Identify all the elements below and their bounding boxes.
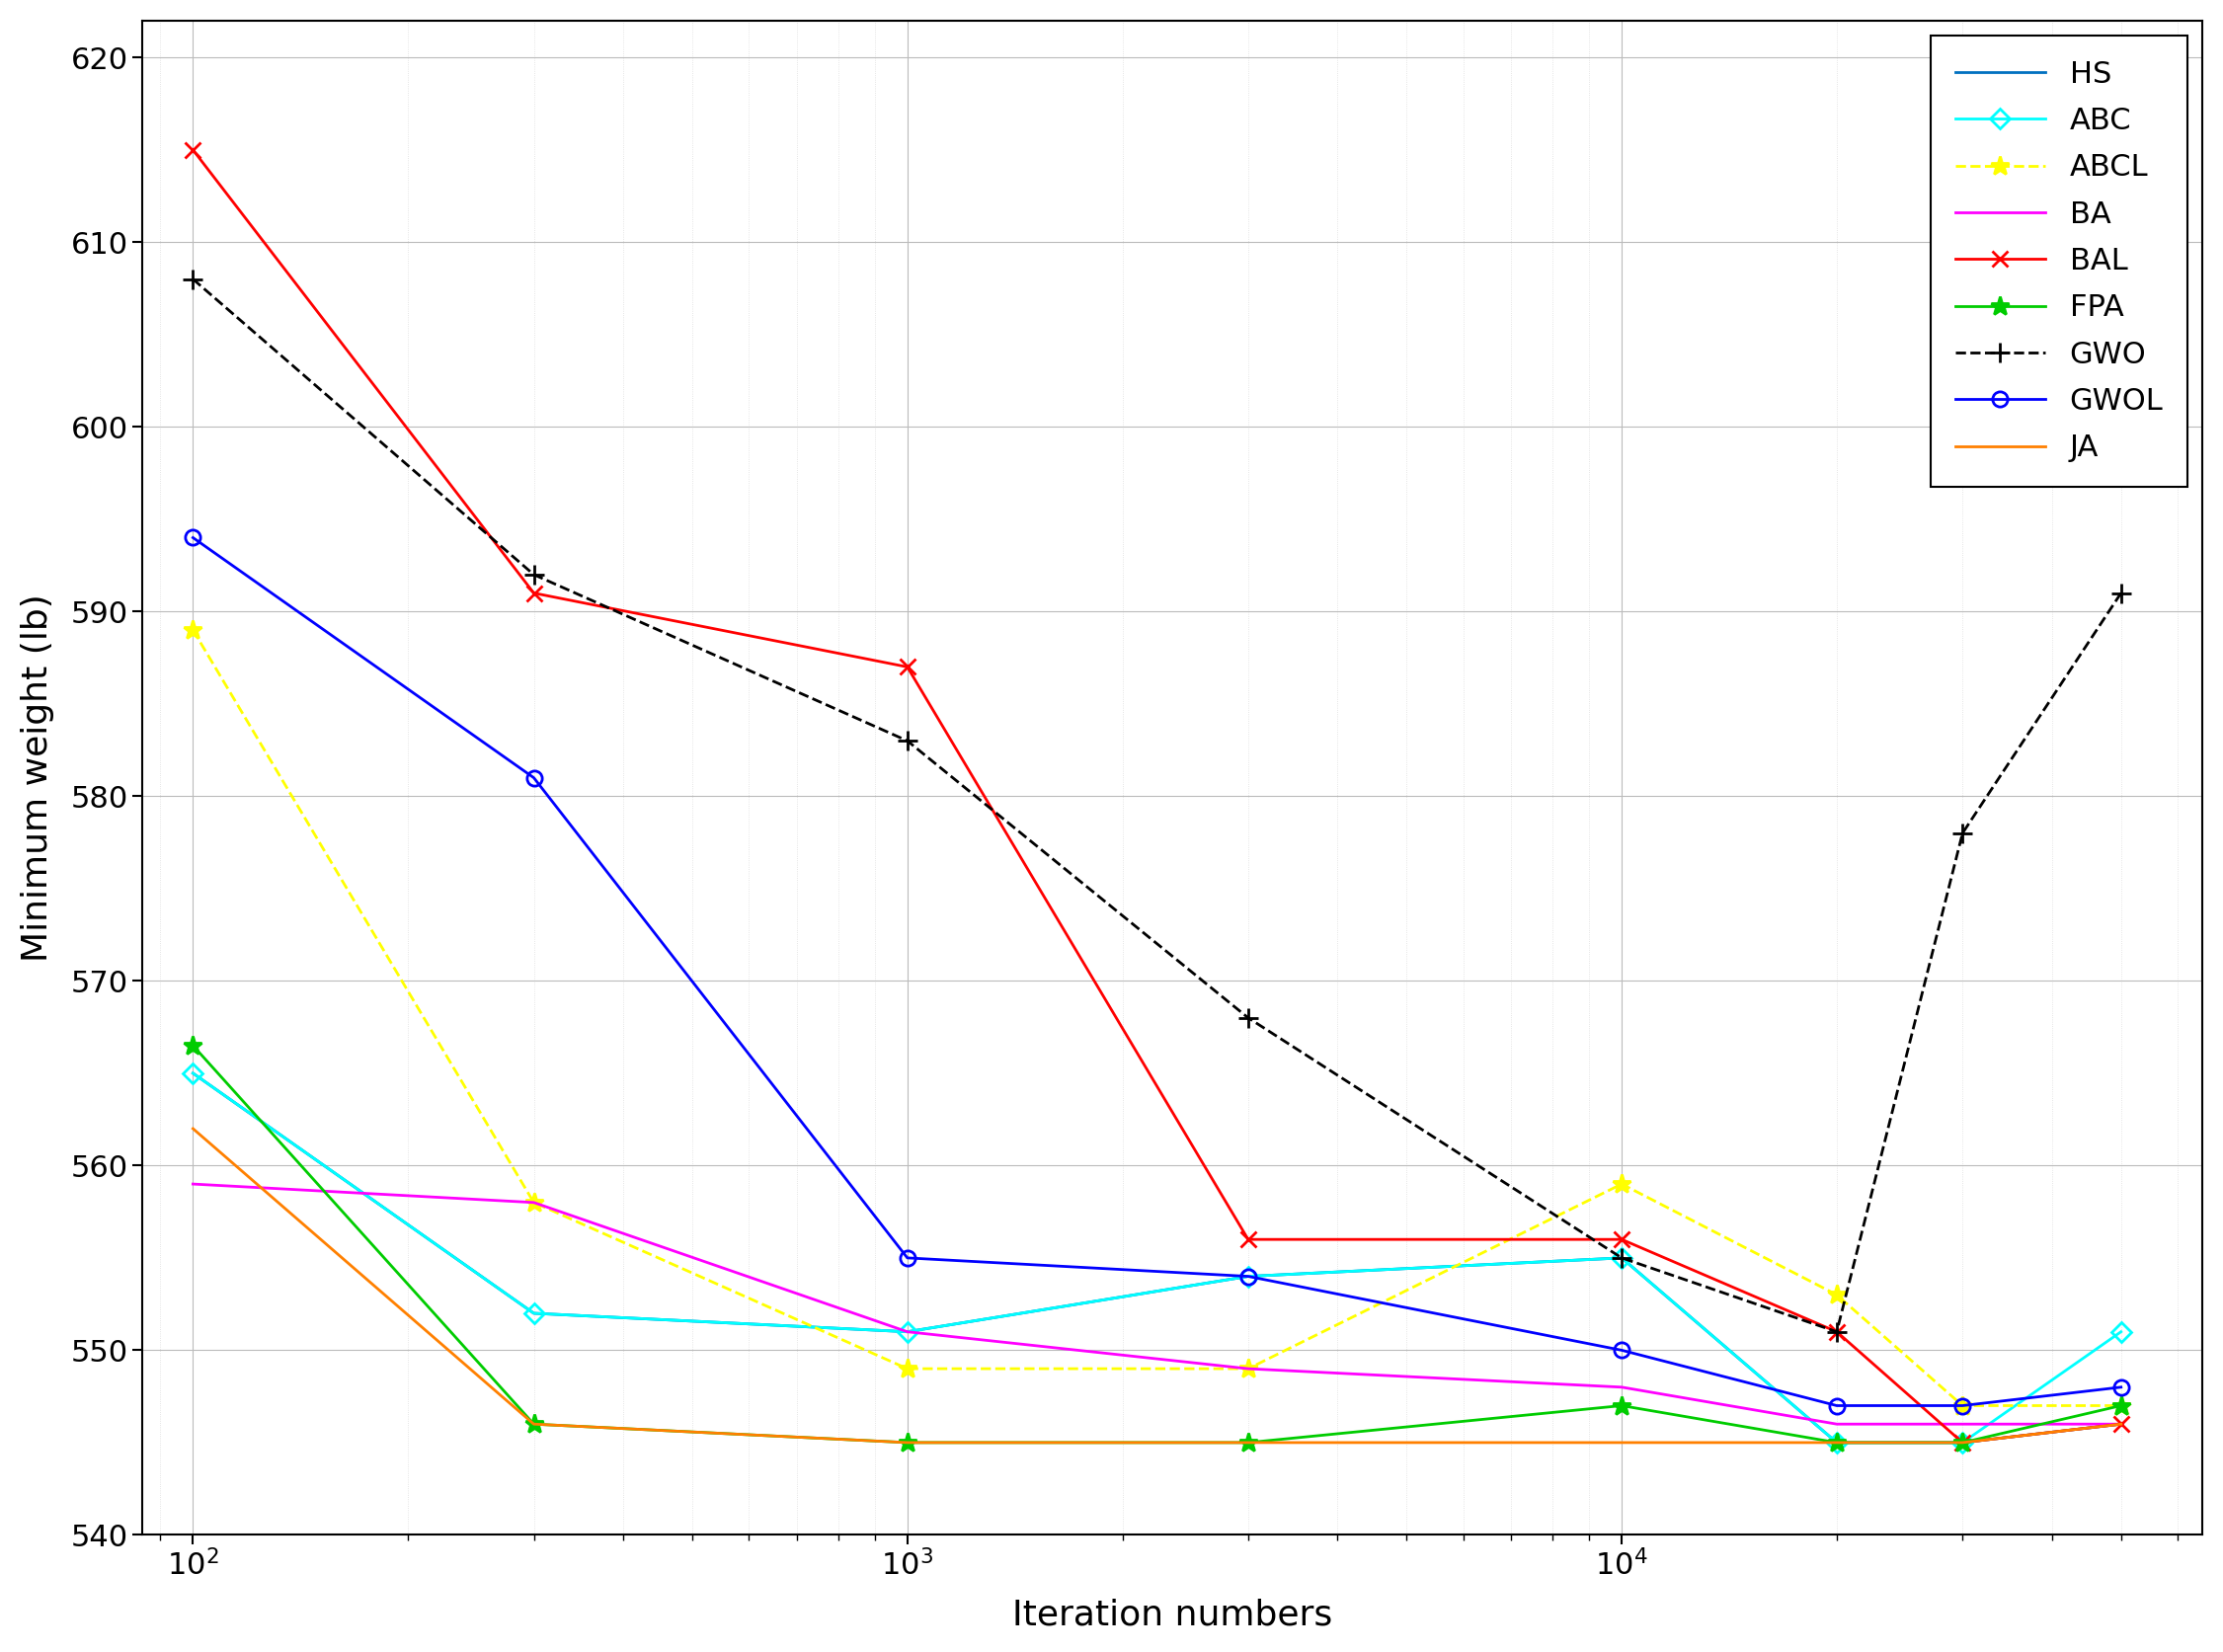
Line: HS: HS bbox=[193, 1074, 2121, 1442]
ABCL bbox=[894, 1360, 920, 1379]
GWOL bbox=[1609, 1340, 1636, 1360]
BA bbox=[1234, 1360, 1260, 1379]
BAL bbox=[1609, 1229, 1636, 1249]
BA bbox=[894, 1322, 920, 1341]
GWO bbox=[1950, 823, 1976, 843]
GWO bbox=[894, 730, 920, 750]
Line: GWO: GWO bbox=[182, 269, 2130, 1341]
FPA bbox=[1950, 1432, 1976, 1452]
GWOL bbox=[520, 768, 547, 788]
ABC bbox=[1234, 1267, 1260, 1287]
JA bbox=[2107, 1414, 2134, 1434]
FPA bbox=[180, 1036, 207, 1056]
HS bbox=[180, 1064, 207, 1084]
FPA bbox=[894, 1432, 920, 1452]
JA bbox=[894, 1432, 920, 1452]
BA bbox=[180, 1175, 207, 1194]
HS bbox=[1609, 1247, 1636, 1267]
GWO bbox=[180, 269, 207, 289]
HS bbox=[1234, 1267, 1260, 1287]
BAL bbox=[1823, 1322, 1850, 1341]
BA bbox=[2107, 1414, 2134, 1434]
ABC bbox=[180, 1064, 207, 1084]
HS bbox=[1823, 1432, 1850, 1452]
GWO bbox=[1609, 1247, 1636, 1267]
GWO bbox=[520, 565, 547, 585]
Legend: HS, ABC, ABCL, BA, BAL, FPA, GWO, GWOL, JA: HS, ABC, ABCL, BA, BAL, FPA, GWO, GWOL, … bbox=[1932, 36, 2187, 486]
GWOL bbox=[1950, 1396, 1976, 1416]
FPA bbox=[1823, 1432, 1850, 1452]
X-axis label: Iteration numbers: Iteration numbers bbox=[1011, 1597, 1332, 1632]
Line: BAL: BAL bbox=[185, 142, 2130, 1450]
ABCL bbox=[180, 620, 207, 639]
BAL bbox=[180, 140, 207, 160]
FPA bbox=[2107, 1396, 2134, 1416]
JA bbox=[1234, 1432, 1260, 1452]
JA bbox=[520, 1414, 547, 1434]
HS bbox=[2107, 1414, 2134, 1434]
Line: JA: JA bbox=[193, 1128, 2121, 1442]
GWO bbox=[1823, 1322, 1850, 1341]
Line: FPA: FPA bbox=[182, 1036, 2130, 1452]
ABC bbox=[1823, 1432, 1850, 1452]
BA bbox=[1823, 1414, 1850, 1434]
FPA bbox=[520, 1414, 547, 1434]
FPA bbox=[1609, 1396, 1636, 1416]
BA bbox=[520, 1193, 547, 1213]
JA bbox=[1950, 1432, 1976, 1452]
GWOL bbox=[1823, 1396, 1850, 1416]
BAL bbox=[1950, 1432, 1976, 1452]
Line: GWOL: GWOL bbox=[185, 530, 2130, 1412]
ABC bbox=[520, 1303, 547, 1323]
BA bbox=[1950, 1414, 1976, 1434]
GWO bbox=[1234, 1008, 1260, 1028]
ABC bbox=[1609, 1247, 1636, 1267]
ABCL bbox=[1823, 1285, 1850, 1305]
JA bbox=[1823, 1432, 1850, 1452]
BAL bbox=[1234, 1229, 1260, 1249]
GWOL bbox=[1234, 1267, 1260, 1287]
ABC bbox=[1950, 1432, 1976, 1452]
FPA bbox=[1234, 1432, 1260, 1452]
ABC bbox=[894, 1322, 920, 1341]
Line: BA: BA bbox=[193, 1184, 2121, 1424]
BA bbox=[1609, 1378, 1636, 1398]
ABCL bbox=[1950, 1396, 1976, 1416]
Y-axis label: Minimum weight (lb): Minimum weight (lb) bbox=[20, 593, 53, 961]
ABCL bbox=[520, 1193, 547, 1213]
JA bbox=[1609, 1432, 1636, 1452]
Line: ABCL: ABCL bbox=[182, 621, 2130, 1416]
ABCL bbox=[1609, 1175, 1636, 1194]
HS bbox=[520, 1303, 547, 1323]
GWOL bbox=[2107, 1378, 2134, 1398]
GWOL bbox=[894, 1247, 920, 1267]
ABCL bbox=[1234, 1360, 1260, 1379]
BAL bbox=[894, 657, 920, 677]
Line: ABC: ABC bbox=[187, 1066, 2127, 1449]
ABCL bbox=[2107, 1396, 2134, 1416]
JA bbox=[180, 1118, 207, 1138]
ABC bbox=[2107, 1322, 2134, 1341]
BAL bbox=[520, 583, 547, 603]
GWO bbox=[2107, 583, 2134, 603]
HS bbox=[1950, 1432, 1976, 1452]
GWOL bbox=[180, 527, 207, 547]
HS bbox=[894, 1322, 920, 1341]
BAL bbox=[2107, 1414, 2134, 1434]
